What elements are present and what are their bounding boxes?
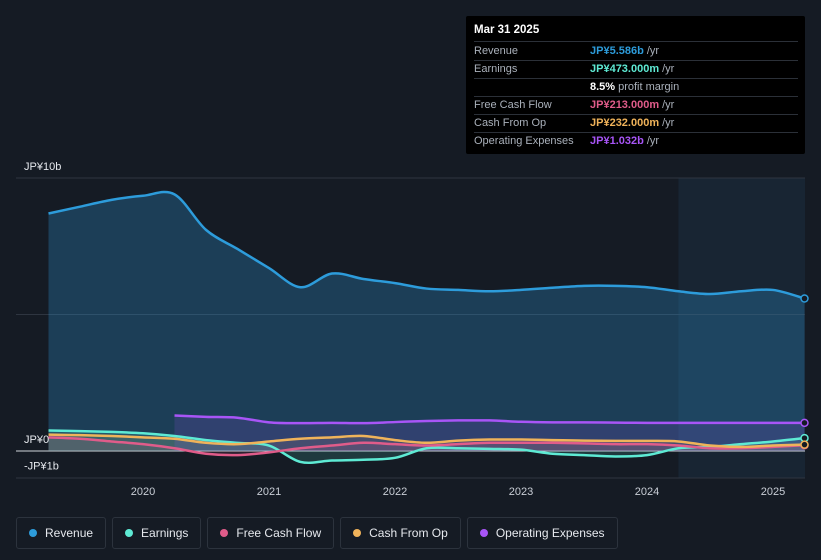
area-earnings bbox=[48, 430, 805, 463]
legend-dot-icon bbox=[220, 529, 229, 537]
tooltip-unit: /yr bbox=[662, 63, 675, 75]
x-tick-label: 2024 bbox=[635, 486, 659, 498]
end-point-operating-expenses bbox=[800, 418, 809, 428]
y-tick-label: JP¥10b bbox=[24, 161, 61, 173]
tooltip-value: JP¥5.586b bbox=[590, 45, 644, 57]
highlight-band bbox=[678, 178, 805, 478]
tooltip-panel: Mar 31 2025 Revenue JP¥5.586b/yr Earnings J… bbox=[466, 16, 805, 154]
legend-item-revenue[interactable]: Revenue bbox=[16, 517, 107, 549]
end-point-cash-from-op bbox=[800, 440, 809, 449]
legend-item-operating-expenses[interactable]: Operating Expenses bbox=[466, 517, 618, 549]
tooltip-label: Cash From Op bbox=[474, 117, 547, 129]
tooltip-unit: /yr bbox=[662, 99, 675, 111]
x-tick-label: 2022 bbox=[383, 486, 407, 498]
legend-label: Free Cash Flow bbox=[236, 526, 322, 540]
tooltip-row: Operating Expenses JP¥1.032b/yr bbox=[474, 133, 798, 150]
tooltip-unit: /yr bbox=[646, 45, 660, 57]
tooltip-unit: profit margin bbox=[618, 81, 680, 93]
legend-label: Revenue bbox=[45, 526, 94, 540]
area-revenue bbox=[48, 191, 805, 451]
x-tick-label: 2025 bbox=[761, 486, 785, 498]
legend-item-cash-from-op[interactable]: Cash From Op bbox=[340, 517, 461, 549]
tooltip-value: JP¥232.000m bbox=[590, 117, 660, 129]
line-earnings bbox=[48, 429, 805, 465]
tooltip-value: JP¥1.032b bbox=[590, 135, 644, 147]
tooltip-label bbox=[474, 79, 590, 96]
line-free-cash-flow bbox=[48, 436, 805, 457]
tooltip-row: Cash From Op JP¥232.000m/yr bbox=[474, 115, 798, 133]
legend-item-earnings[interactable]: Earnings bbox=[112, 517, 202, 549]
tooltip-label: Free Cash Flow bbox=[474, 99, 552, 111]
line-operating-expenses bbox=[174, 414, 805, 425]
tooltip-unit: /yr bbox=[662, 117, 675, 129]
legend-label: Earnings bbox=[141, 526, 189, 540]
tooltip-value: 8.5% bbox=[590, 81, 616, 93]
legend-label: Cash From Op bbox=[369, 526, 448, 540]
legend-dot-icon bbox=[125, 529, 134, 537]
tooltip-label: Operating Expenses bbox=[474, 135, 574, 147]
tooltip-row: Free Cash Flow JP¥213.000m/yr bbox=[474, 97, 798, 115]
x-tick-label: 2021 bbox=[257, 486, 281, 498]
tooltip-row: Earnings JP¥473.000m/yr bbox=[474, 61, 798, 79]
legend-label: Operating Expenses bbox=[495, 526, 605, 540]
legend-item-free-cash-flow[interactable]: Free Cash Flow bbox=[207, 517, 335, 549]
x-tick-label: 2020 bbox=[131, 486, 155, 498]
line-revenue bbox=[48, 190, 805, 300]
tooltip-label: Earnings bbox=[474, 63, 518, 75]
legend-dot-icon bbox=[479, 529, 488, 537]
end-point-revenue bbox=[800, 294, 809, 303]
legend-dot-icon bbox=[29, 529, 37, 537]
tooltip-row: Revenue JP¥5.586b/yr bbox=[474, 43, 798, 61]
tooltip-label: Revenue bbox=[474, 45, 519, 57]
tooltip-row: 8.5% profit margin bbox=[474, 79, 798, 97]
y-tick-label: JP¥0 bbox=[24, 434, 49, 446]
line-cash-from-op bbox=[48, 433, 805, 449]
x-tick-label: 2023 bbox=[509, 486, 533, 498]
y-tick-label: -JP¥1b bbox=[24, 460, 59, 472]
tooltip-value: JP¥213.000m bbox=[590, 99, 660, 111]
tooltip-value: JP¥473.000m bbox=[590, 63, 660, 75]
legend: Revenue Earnings Free Cash Flow Cash From O… bbox=[16, 517, 618, 549]
tooltip-date: Mar 31 2025 bbox=[474, 24, 798, 42]
tooltip-unit: /yr bbox=[646, 135, 660, 147]
legend-dot-icon bbox=[353, 529, 362, 537]
